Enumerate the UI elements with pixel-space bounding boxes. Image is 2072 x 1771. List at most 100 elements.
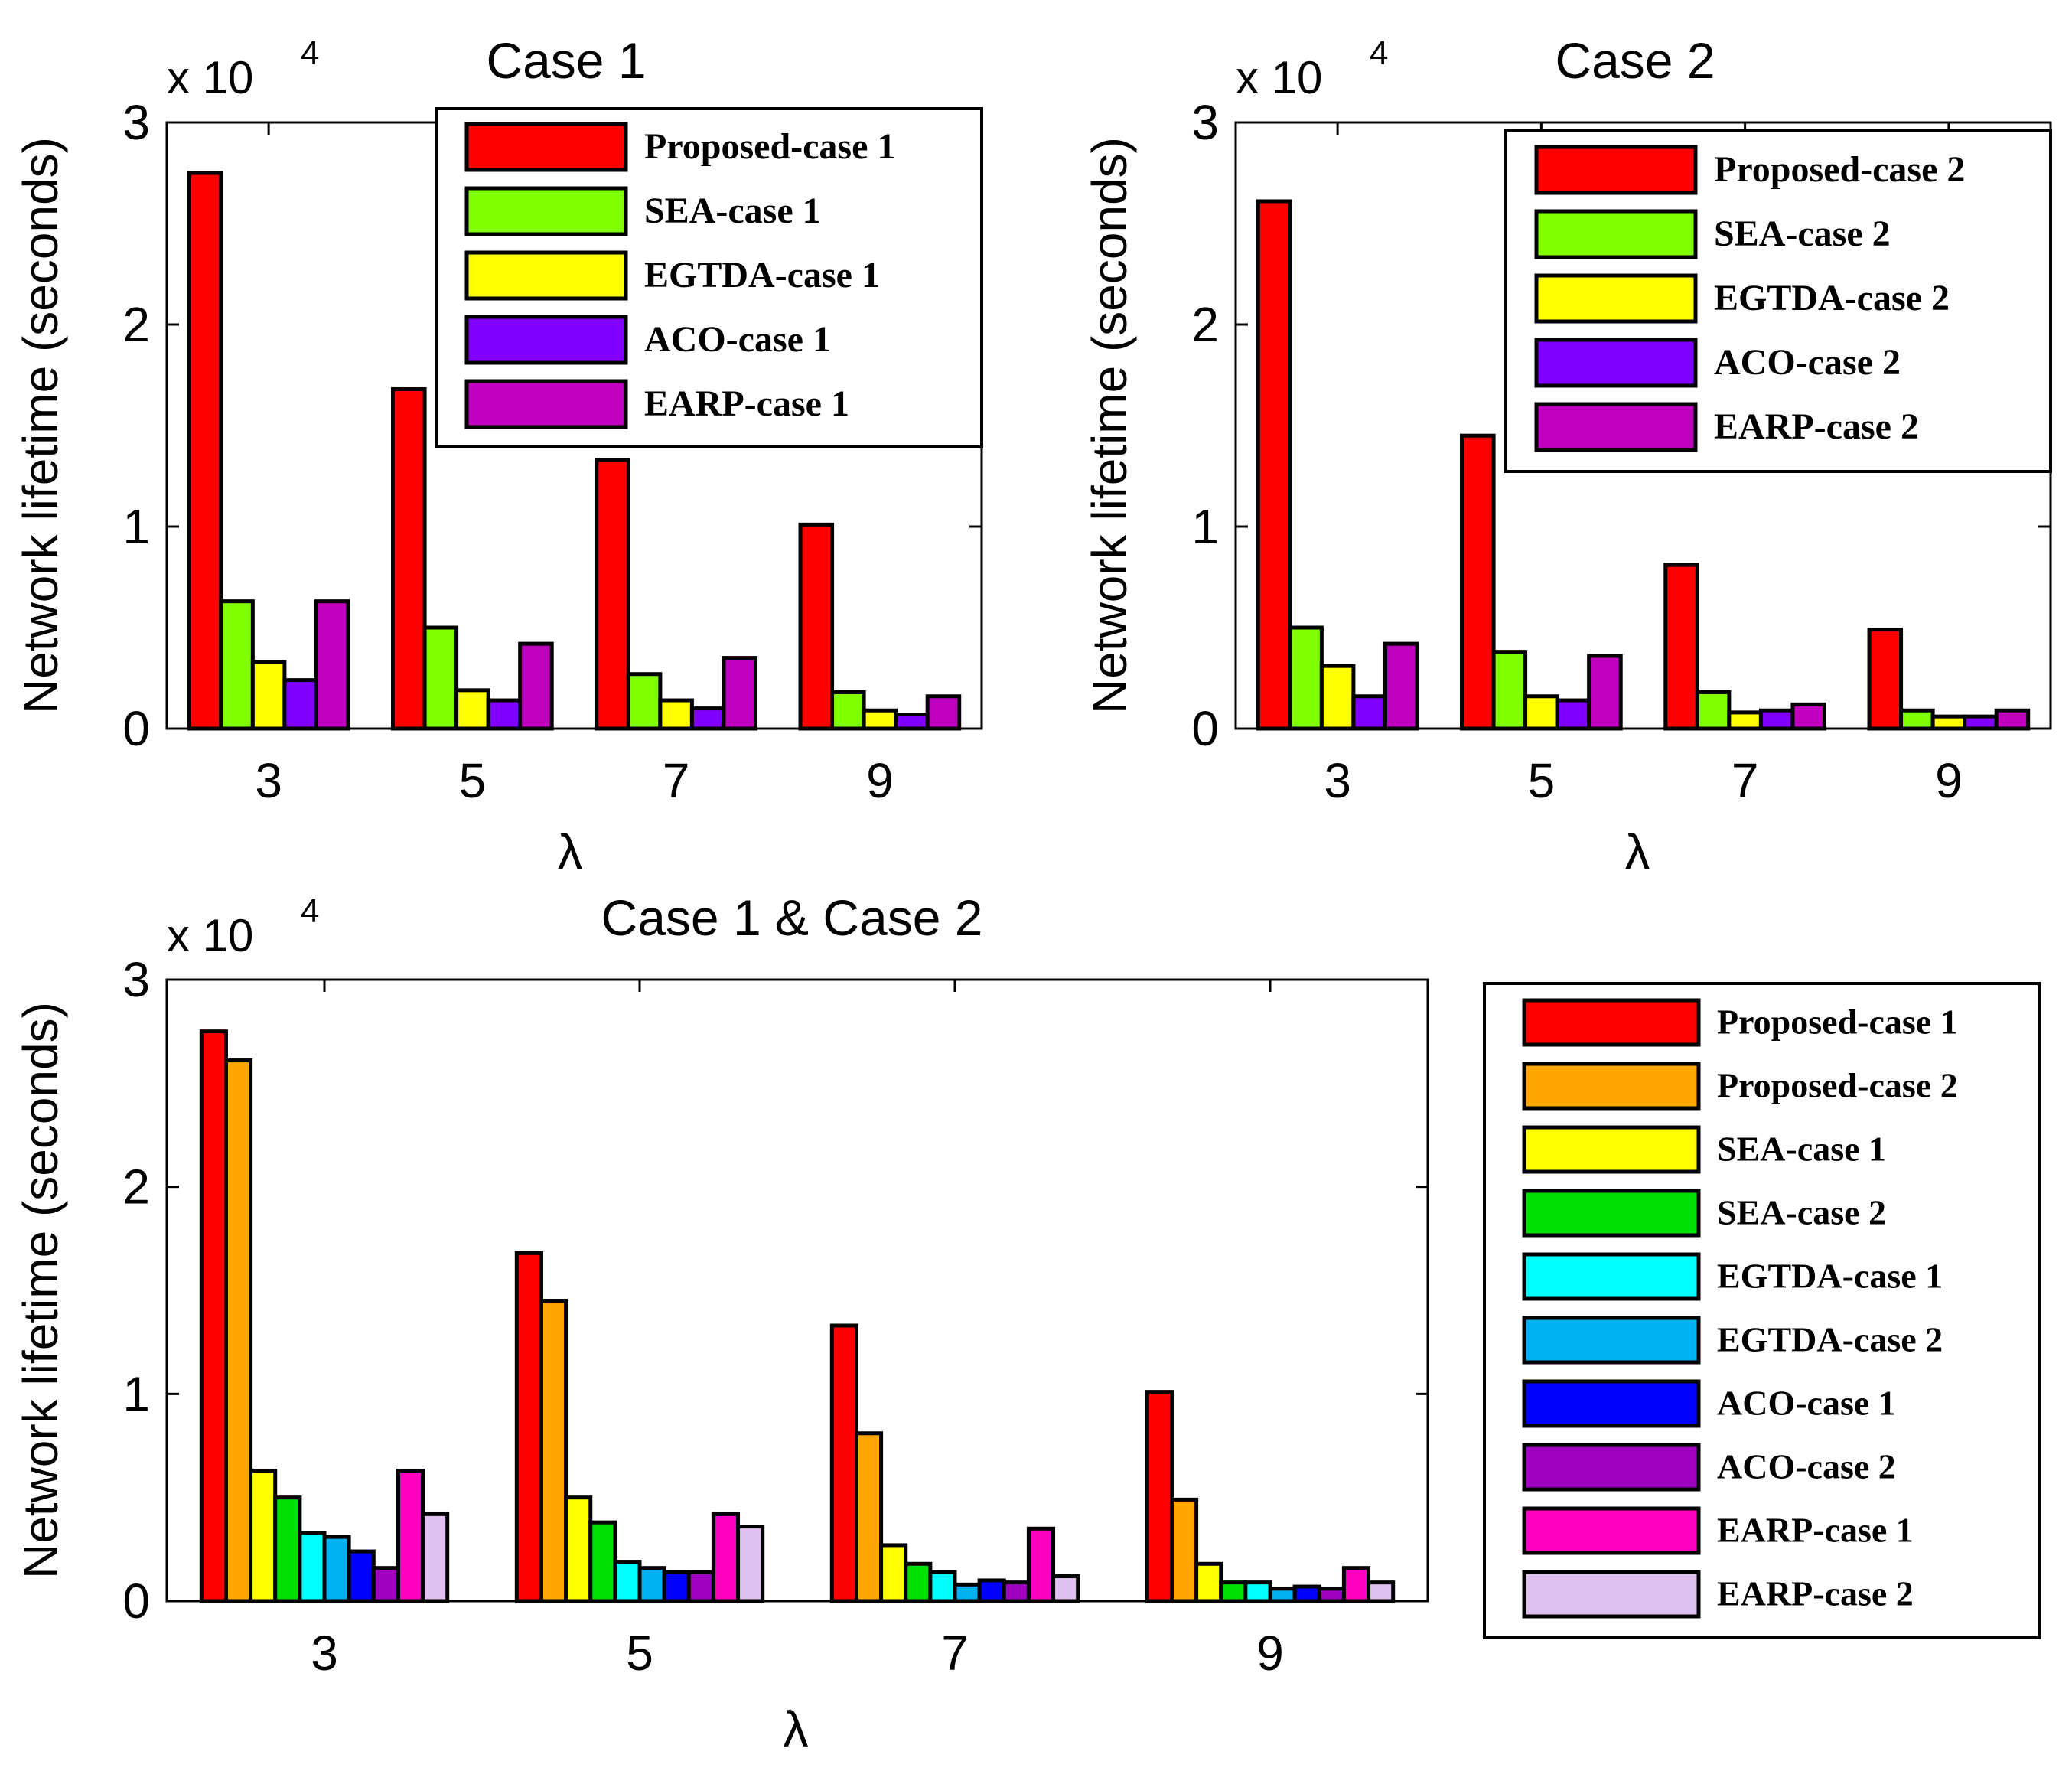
legend-label: ACO-case 1: [1717, 1384, 1896, 1423]
legend-swatch: [464, 186, 628, 236]
y-axis-label: Network lifetime (seconds): [13, 137, 68, 714]
bar: [250, 660, 287, 731]
bar: [689, 706, 726, 731]
bar: [421, 1512, 450, 1603]
legend-swatch: [1534, 338, 1698, 388]
bar: [662, 1570, 691, 1603]
bar: [1319, 664, 1356, 731]
exponent-label: x 10: [167, 910, 253, 961]
bar: [854, 1431, 884, 1603]
bar: [977, 1578, 1006, 1603]
legend-label: EARP-case 2: [1714, 406, 1919, 447]
legend-swatch: [1522, 1316, 1701, 1365]
y-tick-label: 0: [122, 701, 150, 756]
y-tick-label: 2: [122, 1159, 150, 1215]
bar: [223, 1058, 253, 1603]
bar: [1994, 708, 2031, 731]
y-tick-label: 3: [122, 952, 150, 1007]
legend-swatch: [464, 122, 628, 172]
x-tick-label: 9: [1256, 1626, 1284, 1681]
bar: [1243, 1580, 1272, 1603]
legend-label: EGTDA-case 1: [1717, 1257, 1943, 1296]
bar: [595, 458, 630, 731]
bar: [1460, 433, 1496, 731]
bar: [626, 672, 663, 731]
bar: [1758, 708, 1795, 731]
legend-swatch: [1522, 1443, 1701, 1492]
bar: [1268, 1587, 1297, 1603]
bar: [422, 625, 459, 731]
y-tick-label: 3: [122, 95, 150, 150]
chart-title: Case 1 & Case 2: [601, 889, 983, 946]
bar: [564, 1495, 593, 1603]
bar: [736, 1525, 765, 1603]
chart-title: Case 2: [1555, 32, 1715, 89]
bar: [1663, 563, 1699, 731]
bar: [1341, 1566, 1371, 1603]
bar: [322, 1535, 351, 1603]
chart-1: 0 1 2 3 3 5 7 9 Case 1 x 10 4 λ Network lifetime (se…: [13, 32, 983, 880]
bar: [454, 688, 490, 731]
bar: [1145, 1390, 1174, 1603]
bar: [1351, 694, 1387, 731]
bar: [1219, 1580, 1248, 1603]
legend-label: Proposed-case 2: [1714, 149, 1965, 190]
y-tick-label: 0: [122, 1574, 150, 1629]
bar: [1899, 708, 1935, 731]
bar: [862, 708, 898, 731]
legend-label: ACO-case 2: [1714, 342, 1901, 383]
chart-2: 0 1 2 3 3 5 7 9 Case 2 x 10 4 λ Network lifetime (se…: [1082, 32, 2052, 880]
bar: [925, 694, 962, 731]
chart-3: 0 1 2 3 3 5 7 9 Case 1 & Case 2 x 10 4 λ Network lif…: [13, 889, 2041, 1757]
legend-label: SEA-case 2: [1717, 1193, 1886, 1232]
x-axis-label: λ: [784, 1701, 809, 1757]
x-tick-label: 9: [1935, 753, 1963, 808]
legend-label: SEA-case 1: [1717, 1130, 1886, 1169]
legend-swatch: [1522, 1062, 1701, 1111]
legend-swatch: [1522, 1379, 1701, 1428]
bar: [347, 1549, 376, 1603]
bar: [486, 698, 523, 731]
bar: [1288, 625, 1324, 731]
exponent-power: 4: [301, 34, 319, 72]
bar: [1491, 650, 1528, 731]
bar: [199, 1029, 228, 1603]
y-tick-label: 1: [1191, 499, 1219, 554]
legend-swatch: [1534, 273, 1698, 324]
bar: [711, 1512, 741, 1603]
legend-label: Proposed-case 1: [1717, 1003, 1958, 1042]
x-tick-label: 5: [626, 1626, 653, 1681]
plot-area: [165, 978, 1429, 1603]
bar: [722, 656, 757, 731]
y-axis-label: Network lifetime (seconds): [13, 1002, 68, 1579]
legend-label: SEA-case 1: [644, 191, 821, 231]
bar: [588, 1520, 617, 1603]
bar: [1523, 694, 1559, 731]
bar: [904, 1561, 933, 1603]
legend-label: ACO-case 1: [644, 319, 831, 360]
legend-swatch: [1522, 998, 1701, 1047]
x-tick-label: 3: [255, 753, 282, 808]
bar: [1383, 641, 1419, 731]
bar: [396, 1468, 425, 1603]
x-axis-label: λ: [558, 824, 583, 880]
bar: [1867, 628, 1904, 731]
bar: [686, 1570, 715, 1603]
bar: [1194, 1561, 1223, 1603]
bar: [187, 171, 223, 731]
legend-label: Proposed-case 1: [644, 126, 895, 167]
x-tick-label: 9: [866, 753, 894, 808]
legend-swatch: [1522, 1570, 1701, 1619]
x-tick-label: 3: [1324, 753, 1351, 808]
legend-swatch: [1534, 145, 1698, 195]
exponent-power: 4: [1370, 34, 1388, 72]
legend-swatch: [1522, 1506, 1701, 1555]
bar: [1002, 1580, 1031, 1603]
legend-label: EARP-case 2: [1717, 1574, 1914, 1613]
bar: [514, 1251, 543, 1603]
bar: [1367, 1580, 1396, 1603]
legend: Proposed-case 1 SEA-case 1 EGTDA-case 1 ACO…: [435, 107, 983, 448]
bar: [391, 386, 427, 731]
legend-swatch: [464, 315, 628, 365]
